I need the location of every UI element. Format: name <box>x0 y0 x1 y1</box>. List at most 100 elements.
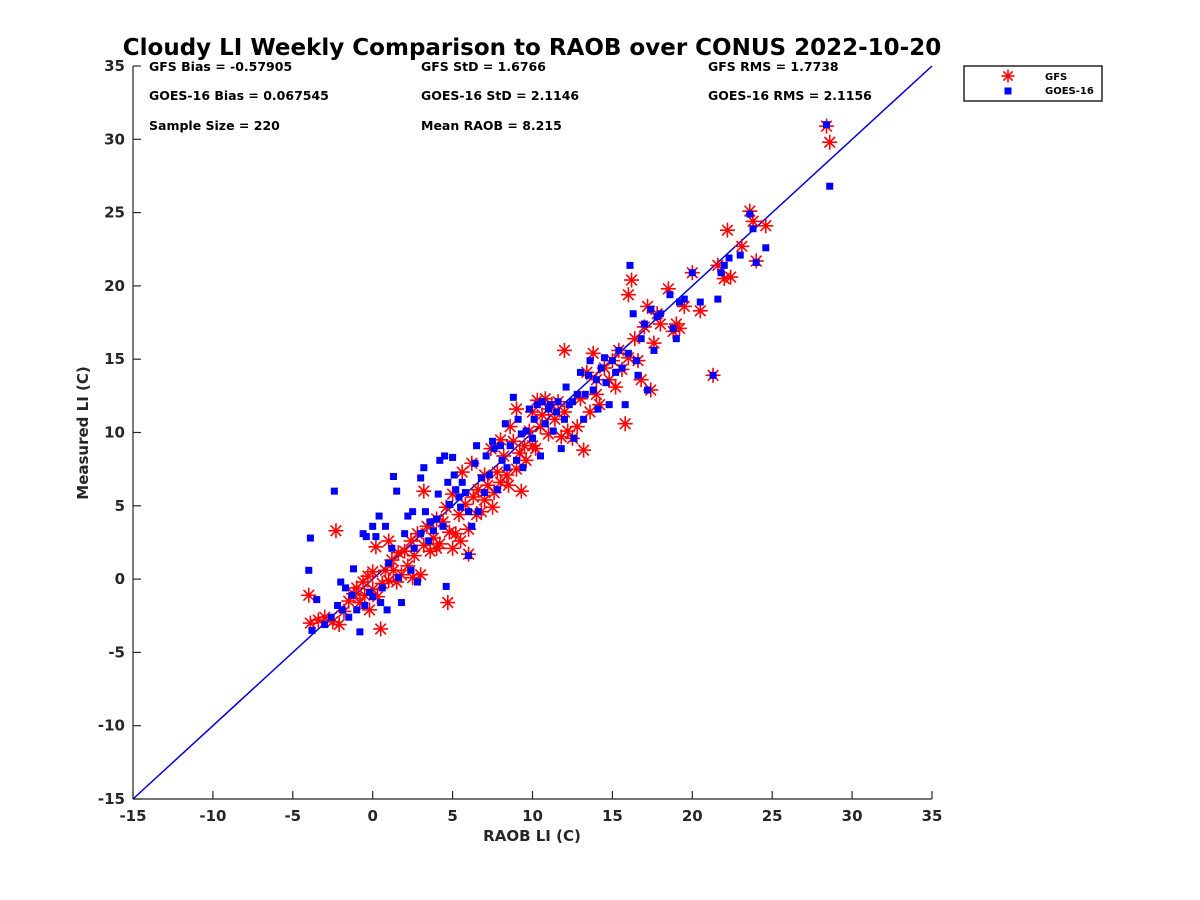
data-point-goes-16 <box>573 390 581 398</box>
data-point-goes-16 <box>457 503 465 511</box>
data-point-gfs <box>373 621 389 637</box>
data-point-goes-16 <box>305 566 313 574</box>
statistics-annotations: GFS Bias = -0.57905 GFS StD = 1.6766 GFS R… <box>149 59 872 133</box>
data-point-goes-16 <box>714 295 722 303</box>
data-point-goes-16 <box>308 626 316 634</box>
legend: GFS GOES-16 <box>963 65 1103 102</box>
data-point-goes-16 <box>538 398 546 406</box>
x-tick-label: 20 <box>682 807 703 825</box>
data-point-goes-16 <box>650 346 658 354</box>
x-tick-label: 35 <box>922 807 943 825</box>
data-point-goes-16 <box>356 628 364 636</box>
data-point-goes-16 <box>517 430 525 438</box>
data-point-gfs <box>822 134 838 150</box>
data-point-goes-16 <box>498 456 506 464</box>
data-point-gfs <box>331 617 347 633</box>
data-point-goes-16 <box>629 310 637 318</box>
data-point-goes-16 <box>594 405 602 413</box>
data-point-goes-16 <box>409 508 417 516</box>
one-to-one-reference-line <box>132 65 933 800</box>
data-point-goes-16 <box>602 379 610 387</box>
data-point-goes-16 <box>529 434 536 442</box>
data-point-goes-16 <box>497 442 505 450</box>
data-point-goes-16 <box>709 371 717 379</box>
data-point-goes-16 <box>597 364 605 372</box>
data-point-goes-16 <box>394 574 402 582</box>
data-point-goes-16 <box>544 405 552 413</box>
data-point-goes-16 <box>823 121 831 129</box>
data-point-goes-16 <box>615 346 623 354</box>
data-point-gfs <box>328 523 344 539</box>
data-point-goes-16 <box>369 522 377 530</box>
data-point-goes-16 <box>541 420 549 428</box>
data-point-goes-16 <box>465 508 473 516</box>
series-goes-16 <box>305 121 834 636</box>
x-tick-label: 10 <box>522 807 543 825</box>
stat-annotation: GFS StD = 1.6766 <box>421 59 546 74</box>
data-point-goes-16 <box>458 478 466 486</box>
data-point-goes-16 <box>321 621 329 629</box>
data-point-goes-16 <box>586 357 594 365</box>
data-point-goes-16 <box>410 544 418 552</box>
data-point-goes-16 <box>533 401 541 409</box>
data-point-goes-16 <box>568 398 576 406</box>
legend-marker-goes-16 <box>1004 87 1012 95</box>
data-point-goes-16 <box>485 471 493 479</box>
data-point-goes-16 <box>477 474 485 482</box>
data-point-goes-16 <box>420 464 428 472</box>
x-tick-label: 30 <box>842 807 863 825</box>
data-point-gfs <box>569 419 585 435</box>
y-tick-label: 25 <box>104 204 125 222</box>
data-point-goes-16 <box>471 459 479 467</box>
data-point-goes-16 <box>389 472 397 480</box>
data-point-goes-16 <box>680 295 688 303</box>
data-point-gfs <box>368 539 384 555</box>
data-point-goes-16 <box>348 591 356 599</box>
data-point-goes-16 <box>377 599 385 607</box>
data-point-gfs <box>509 401 525 417</box>
data-point-goes-16 <box>342 584 350 592</box>
data-point-goes-16 <box>306 534 314 542</box>
data-series <box>301 118 838 637</box>
data-point-goes-16 <box>514 415 522 423</box>
data-point-goes-16 <box>736 251 744 259</box>
y-tick-label: 10 <box>104 424 125 442</box>
data-point-goes-16 <box>581 390 589 398</box>
x-tick-label: 0 <box>367 807 377 825</box>
data-point-goes-16 <box>576 368 584 376</box>
data-point-goes-16 <box>361 601 369 609</box>
data-point-gfs <box>627 331 643 347</box>
data-point-gfs <box>734 238 750 254</box>
data-point-goes-16 <box>525 405 533 413</box>
data-point-goes-16 <box>417 530 425 538</box>
data-point-gfs <box>416 483 432 499</box>
legend-marker-gfs <box>1001 69 1015 83</box>
y-tick-label: 0 <box>115 570 125 588</box>
data-point-goes-16 <box>388 544 396 552</box>
data-point-goes-16 <box>672 335 680 343</box>
data-point-goes-16 <box>752 258 760 266</box>
x-axis-title: RAOB LI (C) <box>483 827 581 845</box>
data-point-goes-16 <box>449 453 457 461</box>
data-point-goes-16 <box>442 582 450 590</box>
data-point-gfs <box>440 595 456 611</box>
data-point-goes-16 <box>455 493 463 501</box>
data-point-gfs <box>758 218 774 234</box>
data-point-goes-16 <box>407 566 415 574</box>
y-tick-label: -15 <box>98 790 125 808</box>
data-point-goes-16 <box>337 578 345 586</box>
data-point-goes-16 <box>474 508 482 516</box>
data-point-goes-16 <box>493 486 501 494</box>
data-point-gfs <box>362 602 378 618</box>
y-axis-title: Measured LI (C) <box>74 366 92 499</box>
data-point-gfs <box>499 467 515 483</box>
data-point-goes-16 <box>444 478 452 486</box>
data-point-goes-16 <box>429 527 437 535</box>
legend-label-goes-16: GOES-16 <box>1045 86 1094 97</box>
stat-annotation: GFS RMS = 1.7738 <box>708 59 839 74</box>
stat-annotation: GOES-16 Bias = 0.067545 <box>149 88 329 103</box>
data-point-goes-16 <box>381 522 389 530</box>
data-point-goes-16 <box>592 376 600 384</box>
data-point-goes-16 <box>720 261 728 269</box>
data-point-gfs <box>620 287 636 303</box>
